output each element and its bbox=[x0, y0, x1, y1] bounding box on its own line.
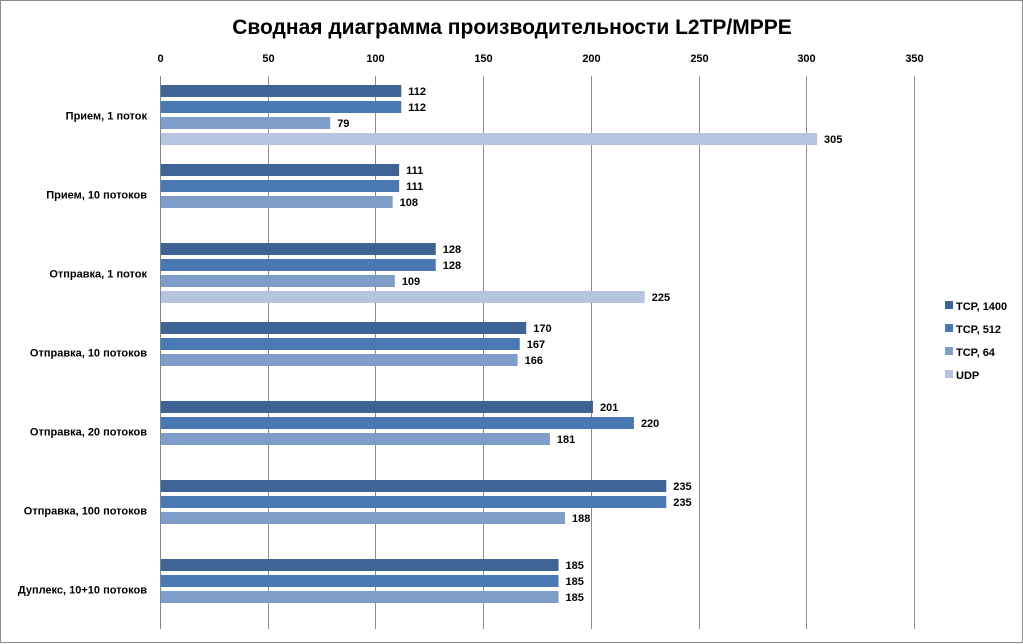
data-label: 170 bbox=[533, 323, 551, 335]
bar bbox=[161, 575, 559, 587]
data-label: 188 bbox=[572, 513, 590, 525]
bar bbox=[161, 401, 594, 413]
data-label: 185 bbox=[566, 576, 584, 588]
bar bbox=[161, 180, 400, 192]
bar bbox=[161, 275, 395, 287]
data-label: 79 bbox=[337, 118, 349, 130]
data-label: 220 bbox=[641, 418, 659, 430]
data-label: 305 bbox=[824, 134, 842, 146]
category-label: Дуплекс, 10+10 потоков bbox=[18, 585, 147, 597]
tick-label: 250 bbox=[690, 53, 708, 65]
category-label: Прием, 1 поток bbox=[66, 111, 148, 123]
data-label: 111 bbox=[406, 165, 423, 177]
tick-label: 350 bbox=[905, 53, 923, 65]
legend-swatch bbox=[945, 370, 953, 378]
category-label: Отправка, 100 потоков bbox=[24, 506, 147, 518]
bar bbox=[161, 591, 559, 603]
bar bbox=[161, 512, 566, 524]
category-label: Отправка, 10 потоков bbox=[30, 348, 147, 360]
bar bbox=[161, 496, 667, 508]
legend-swatch bbox=[945, 301, 953, 309]
legend-swatch bbox=[945, 347, 953, 355]
legend-label: TCP, 1400 bbox=[956, 301, 1007, 313]
category-label: Прием, 10 потоков bbox=[46, 190, 147, 202]
bar bbox=[161, 480, 667, 492]
data-label: 109 bbox=[402, 276, 420, 288]
tick-label: 150 bbox=[474, 53, 492, 65]
category-label: Отправка, 20 потоков bbox=[30, 427, 147, 439]
bar bbox=[161, 85, 402, 97]
data-label: 181 bbox=[557, 434, 575, 446]
bar bbox=[161, 117, 331, 129]
bar bbox=[161, 259, 436, 271]
data-label: 185 bbox=[566, 592, 584, 604]
data-label: 185 bbox=[566, 560, 584, 572]
legend-label: TCP, 512 bbox=[956, 324, 1001, 336]
data-label: 235 bbox=[673, 497, 691, 509]
bar bbox=[161, 133, 818, 145]
data-label: 166 bbox=[525, 355, 543, 367]
data-label: 112 bbox=[408, 86, 426, 98]
bar bbox=[161, 417, 634, 429]
bar bbox=[161, 433, 550, 445]
data-label: 111 bbox=[406, 181, 423, 193]
data-label: 235 bbox=[673, 481, 691, 493]
data-label: 201 bbox=[600, 402, 618, 414]
bar bbox=[161, 322, 527, 334]
legend-label: UDP bbox=[956, 370, 979, 382]
tick-label: 50 bbox=[262, 53, 274, 65]
bar bbox=[161, 354, 518, 366]
chart-title: Сводная диаграмма производительности L2T… bbox=[232, 16, 792, 39]
tick-label: 0 bbox=[157, 53, 163, 65]
data-label: 225 bbox=[652, 292, 670, 304]
bar bbox=[161, 196, 393, 208]
category-label: Отправка, 1 поток bbox=[49, 269, 147, 281]
data-label: 128 bbox=[443, 260, 461, 272]
tick-label: 200 bbox=[582, 53, 600, 65]
data-label: 112 bbox=[408, 102, 426, 114]
bar bbox=[161, 338, 520, 350]
bar bbox=[161, 291, 645, 303]
bar bbox=[161, 101, 402, 113]
data-label: 128 bbox=[443, 244, 461, 256]
data-label: 108 bbox=[400, 197, 418, 209]
legend-swatch bbox=[945, 324, 953, 332]
bar bbox=[161, 559, 559, 571]
tick-label: 300 bbox=[797, 53, 815, 65]
tick-label: 100 bbox=[366, 53, 384, 65]
bar bbox=[161, 243, 436, 255]
bar bbox=[161, 164, 400, 176]
legend-label: TCP, 64 bbox=[956, 347, 996, 359]
data-label: 167 bbox=[527, 339, 545, 351]
